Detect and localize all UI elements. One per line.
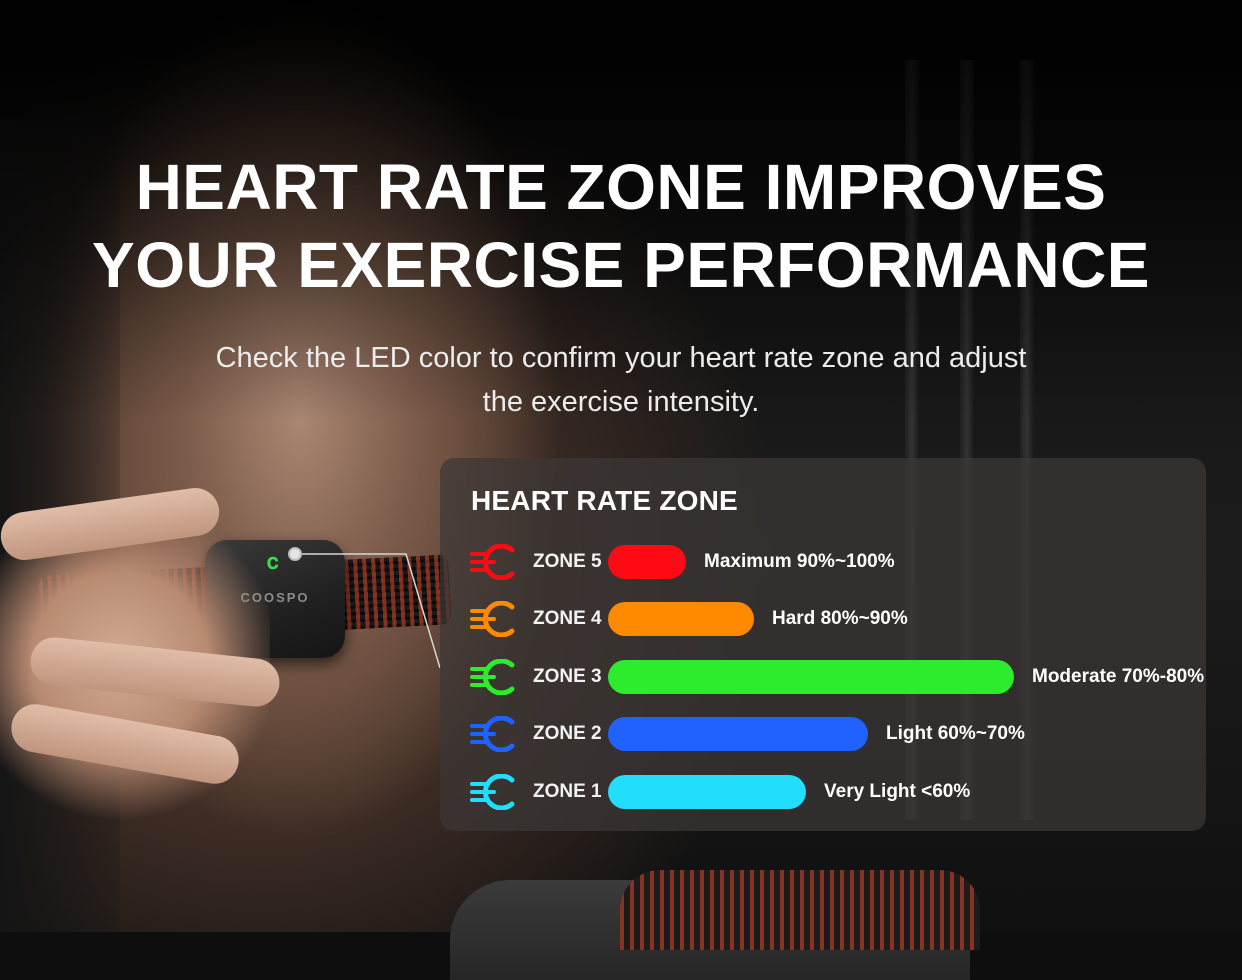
zone-row: ZONE 2 Light 60%~70% [440,714,1206,754]
heart-rate-zone-panel: HEART RATE ZONE ZONE 5 Maximum 90%~100% ZO… [440,458,1206,831]
top-fade [0,0,1242,420]
zone-label: ZONE 1 [533,781,602,802]
zone-row: ZONE 5 Maximum 90%~100% [440,542,1206,582]
zone-led-icon [468,543,520,581]
zone-led-icon [468,658,520,696]
panel-title: HEART RATE ZONE [471,485,738,516]
zone-row: ZONE 1 Very Light <60% [440,772,1206,812]
subtitle-line-2: the exercise intensity. [482,386,760,418]
headline-line-2: YOUR EXERCISE PERFORMANCE [92,229,1150,301]
zone-led-icon [468,600,520,638]
zone-description: Light 60%~70% [886,723,1025,744]
zone-row: ZONE 4 Hard 80%~90% [440,599,1206,639]
page-headline: HEART RATE ZONE IMPROVES YOUR EXERCISE P… [0,148,1242,304]
zone-description: Moderate 70%-80% [1032,666,1205,687]
zone-led-icon [468,715,520,753]
zone-intensity-bar [608,545,686,579]
zone-label: ZONE 5 [533,551,602,572]
zone-description: Hard 80%~90% [772,608,908,629]
zone-description: Maximum 90%~100% [704,551,895,572]
zone-description: Very Light <60% [824,781,971,802]
subtitle-line-1: Check the LED color to confirm your hear… [215,342,1027,374]
bottom-strap [620,870,980,950]
led-indicator-icon: 𝐂 [267,556,279,573]
zone-intensity-bar [608,660,1014,694]
zone-intensity-bar [608,775,806,809]
headline-line-1: HEART RATE ZONE IMPROVES [135,151,1107,223]
zone-label: ZONE 4 [533,608,602,629]
zone-label: ZONE 2 [533,723,602,744]
zone-label: ZONE 3 [533,666,602,687]
zone-row: ZONE 3 Moderate 70%-80% [440,657,1206,697]
page-subtitle: Check the LED color to confirm your hear… [120,336,1122,424]
zone-intensity-bar [608,717,868,751]
zone-intensity-bar [608,602,754,636]
zone-led-icon [468,773,520,811]
callout-dot [288,547,302,561]
